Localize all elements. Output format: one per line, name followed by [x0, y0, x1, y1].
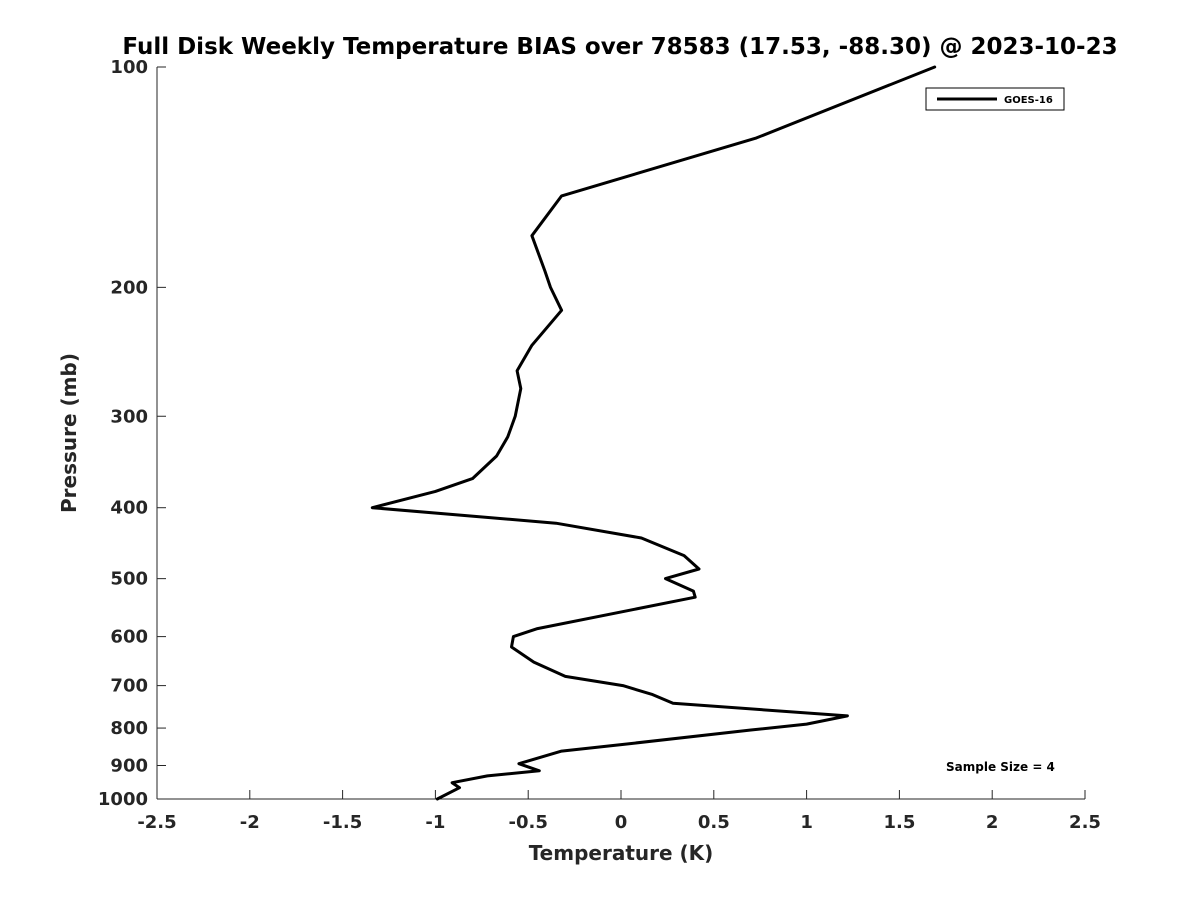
y-tick-label: 100: [110, 57, 148, 78]
x-tick-label: -1: [425, 812, 445, 833]
x-tick-label: -0.5: [509, 812, 548, 833]
series-line-goes-16: [370, 65, 937, 801]
sample-size-annotation: Sample Size = 4: [946, 760, 1055, 774]
y-tick-label: 500: [110, 569, 148, 590]
y-tick-label: 200: [110, 277, 148, 298]
x-tick-label: 0.5: [698, 812, 730, 833]
chart-title: Full Disk Weekly Temperature BIAS over 7…: [122, 34, 1117, 60]
y-tick-label: 300: [110, 406, 148, 427]
y-tick-label: 800: [110, 718, 148, 739]
x-axis-label: Temperature (K): [529, 841, 714, 865]
x-tick-label: -1.5: [323, 812, 362, 833]
x-tick-label: 2.5: [1069, 812, 1101, 833]
y-tick-label: 900: [110, 756, 148, 777]
x-tick-label: -2: [240, 812, 260, 833]
y-axis-label: Pressure (mb): [57, 353, 81, 513]
y-tick-label: 700: [110, 676, 148, 697]
y-tick-label: 400: [110, 498, 148, 519]
y-tick-label: 600: [110, 627, 148, 648]
legend-label-goes-16: GOES-16: [1004, 95, 1053, 106]
x-tick-label: 2: [986, 812, 999, 833]
x-axis-ticks: -2.5 -2 -1.5 -1 -0.5 0 0.5 1 1.5 2 2.5: [137, 790, 1101, 833]
x-tick-label: 0: [615, 812, 628, 833]
x-tick-label: 1.5: [883, 812, 915, 833]
y-axis-ticks: 100 200 300 400 500 600 700 800 900 1000: [98, 57, 166, 810]
y-tick-label: 1000: [98, 789, 148, 810]
series-lines: [370, 65, 937, 801]
x-tick-label: 1: [800, 812, 813, 833]
legend: GOES-16: [925, 87, 1065, 111]
x-tick-label: -2.5: [137, 812, 176, 833]
